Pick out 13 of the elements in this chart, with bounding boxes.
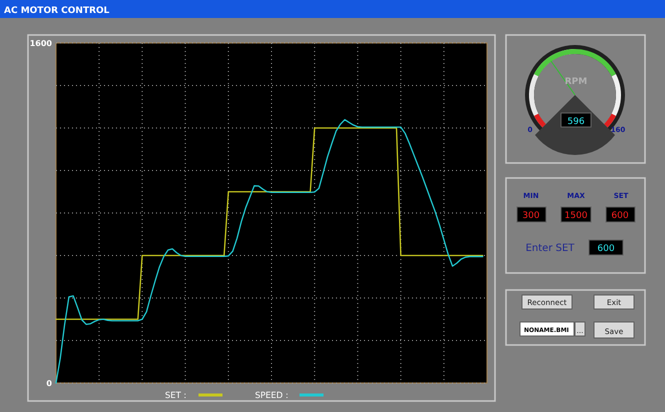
legend-label: SPEED : [255, 391, 288, 401]
y-tick-label: 1600 [30, 39, 52, 48]
text: 1500 [564, 211, 588, 221]
text: 300 [522, 211, 540, 221]
line-series [55, 119, 484, 384]
text: 596 [567, 117, 585, 127]
chart-title: AC MOTOR CONTROL [4, 6, 110, 16]
legend-label: SET : [165, 391, 187, 401]
text: Enter SET [526, 243, 576, 254]
line-series [55, 127, 484, 320]
text: 600 [611, 211, 629, 221]
text: 600 [597, 244, 615, 254]
text: RPM [564, 77, 588, 87]
